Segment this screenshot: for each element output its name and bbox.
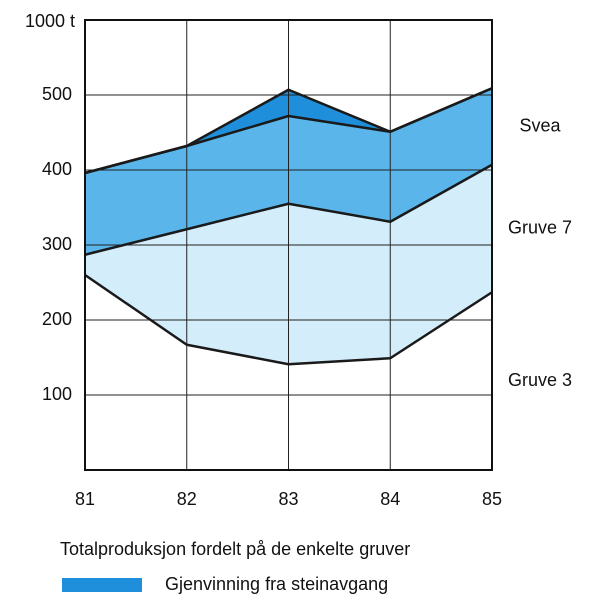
y-tick-label: 300 bbox=[42, 234, 72, 254]
caption: Totalproduksjon fordelt på de enkelte gr… bbox=[60, 539, 410, 559]
series-line bbox=[84, 87, 493, 175]
x-tick-label: 85 bbox=[482, 489, 502, 509]
series-line bbox=[84, 163, 493, 256]
x-tick-label: 84 bbox=[380, 489, 400, 509]
legend-swatch bbox=[62, 578, 142, 592]
x-tick-label: 83 bbox=[278, 489, 298, 509]
plot-frame bbox=[84, 19, 493, 471]
y-tick-label: 400 bbox=[42, 159, 72, 179]
series-line bbox=[84, 273, 493, 366]
x-tick-label: 82 bbox=[177, 489, 197, 509]
y-unit-label: 1000 t bbox=[25, 11, 75, 31]
series-label: Svea bbox=[519, 115, 561, 135]
series-label: Gruve 3 bbox=[508, 370, 572, 390]
y-tick-label: 200 bbox=[42, 309, 72, 329]
series-label: Gruve 7 bbox=[508, 217, 572, 237]
x-tick-label: 81 bbox=[75, 489, 95, 509]
y-tick-label: 500 bbox=[42, 84, 72, 104]
legend-label: Gjenvinning fra steinavgang bbox=[165, 574, 388, 594]
y-tick-label: 100 bbox=[42, 384, 72, 404]
